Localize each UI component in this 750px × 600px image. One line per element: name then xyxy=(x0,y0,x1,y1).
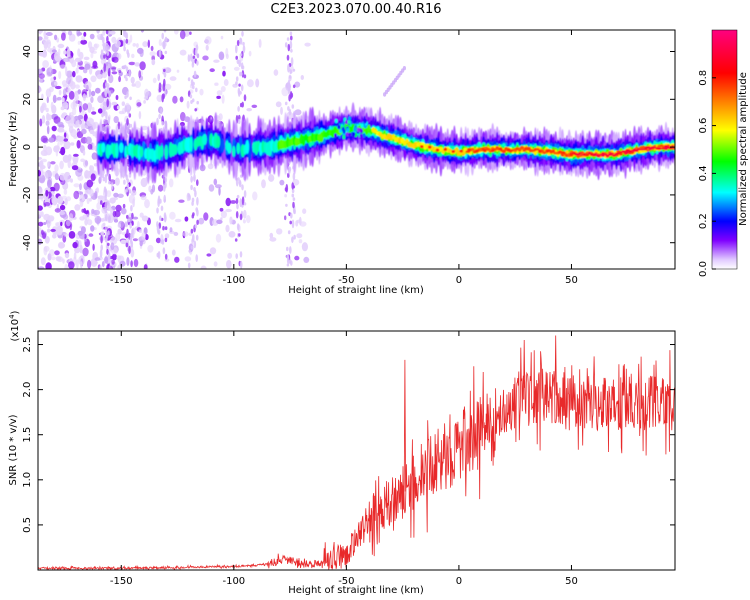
colorbar-ticks: 0.0 0.2 0.4 0.6 0.8 xyxy=(698,70,716,277)
snr-multiplier-exponent: 4 xyxy=(8,314,16,319)
spectrogram-ticks: -150 -100 -50 0 50 -40 -20 0 20 40 xyxy=(22,30,675,286)
page-title: C2E3.2023.070.00.40.R16 xyxy=(270,2,442,17)
y-tick-label: 40 xyxy=(22,45,33,58)
x-tick-label: 0 xyxy=(456,576,462,587)
y-tick-label: 1.5 xyxy=(22,427,33,443)
x-tick-label: -150 xyxy=(110,275,133,286)
snr-frame xyxy=(37,330,676,571)
x-tick-label: 50 xyxy=(565,576,578,587)
y-tick-label: 0 xyxy=(22,144,33,150)
y-tick-label: 2.5 xyxy=(22,337,33,353)
x-tick-label: 50 xyxy=(565,275,578,286)
snr-y-axis-label: SNR (10 * v/v) xyxy=(8,414,19,485)
x-tick-label: 0 xyxy=(456,275,462,286)
colorbar-tick-label: 0.2 xyxy=(698,213,709,229)
x-tick-label: -100 xyxy=(222,576,245,587)
snr-series-line xyxy=(38,335,675,570)
spectrogram-y-axis-label: Frequency (Hz) xyxy=(8,111,19,187)
snr-ticks: -150 -100 -50 0 50 0.5 1.0 1.5 2.0 2.5 xyxy=(22,331,675,587)
x-tick-label: -100 xyxy=(222,275,245,286)
y-tick-label: -40 xyxy=(22,235,33,251)
colorbar-gradient xyxy=(711,29,738,270)
snr-multiplier-prefix: (x10 xyxy=(10,319,21,342)
snr-panel: -150 -100 -50 0 50 0.5 1.0 1.5 2.0 2.5 Height of … xyxy=(8,310,676,596)
spectrogram-panel: -150 -100 -50 0 50 -40 -20 0 20 40 Height of stra… xyxy=(8,29,676,296)
x-tick-label: -50 xyxy=(338,576,354,587)
snr-multiplier-label: (x104) xyxy=(8,310,21,341)
colorbar-tick-label: 0.0 xyxy=(698,261,709,277)
y-tick-label: 2.0 xyxy=(22,382,33,398)
colorbar: 0.0 0.2 0.4 0.6 0.8 Normalized spectral ampl… xyxy=(698,29,749,277)
spectrogram-frame xyxy=(37,29,676,270)
snr-plot-area xyxy=(38,335,675,570)
spectrogram-x-axis-label: Height of straight line (km) xyxy=(288,285,424,296)
spectrogram-image xyxy=(38,30,675,269)
x-tick-label: -150 xyxy=(110,576,133,587)
y-tick-label: 0.5 xyxy=(22,517,33,533)
x-tick-label: -50 xyxy=(338,275,354,286)
y-tick-label: -20 xyxy=(22,187,33,203)
colorbar-tick-label: 0.8 xyxy=(698,70,709,86)
snr-x-axis-label: Height of straight line (km) xyxy=(288,585,424,596)
colorbar-tick-label: 0.6 xyxy=(698,118,709,134)
colorbar-tick-label: 0.4 xyxy=(698,165,709,181)
colorbar-label: Normalized spectral amplitude xyxy=(738,72,749,226)
spectral-ridge xyxy=(96,102,675,185)
snr-multiplier-suffix: ) xyxy=(10,310,21,314)
y-tick-label: 20 xyxy=(22,93,33,106)
y-tick-label: 1.0 xyxy=(22,472,33,488)
